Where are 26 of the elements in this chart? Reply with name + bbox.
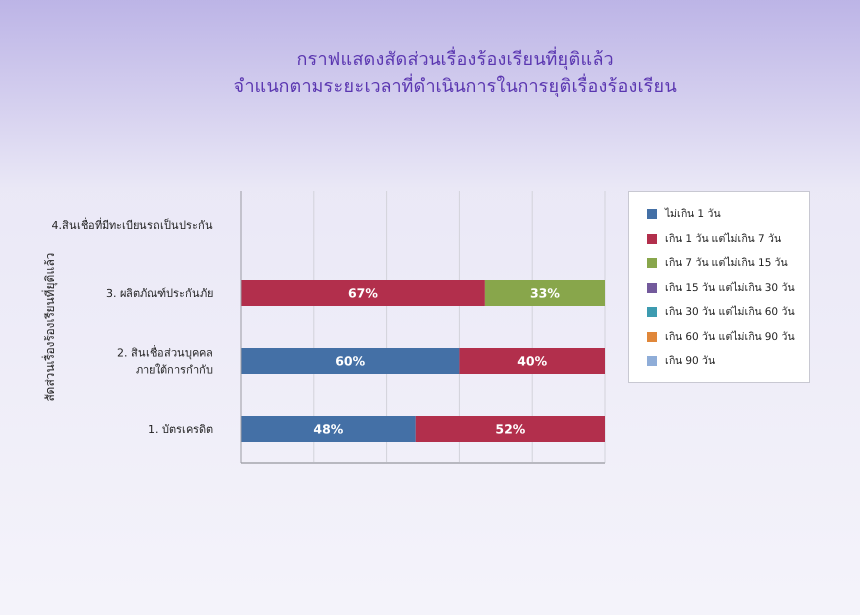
bar (241, 280, 485, 306)
bar (241, 416, 416, 442)
data-label: 33% (530, 285, 560, 300)
y-tick-label: 2. สินเชื่อส่วนบุคคล ภายใต้การกำกับ (117, 344, 213, 376)
y-axis-title: สัดส่วนเรื่องร้องเรียนที่ยุติแล้ว (41, 252, 58, 402)
legend-label: เกิน 15 วัน แต่ไม่เกิน 30 วัน (665, 282, 794, 294)
legend-label: เกิน 1 วัน แต่ไม่เกิน 7 วัน (665, 232, 782, 244)
data-label: 67% (348, 285, 378, 300)
y-tick-label: 3. ผลิตภัณฑ์ประกันภัย (106, 286, 213, 300)
data-label: 40% (517, 353, 548, 368)
legend-label: เกิน 90 วัน (665, 355, 716, 367)
data-label: 48% (313, 421, 344, 436)
legend-label: เกิน 60 วัน แต่ไม่เกิน 90 วัน (665, 330, 794, 342)
legend-label: เกิน 30 วัน แต่ไม่เกิน 60 วัน (665, 306, 794, 318)
legend-label: เกิน 7 วัน แต่ไม่เกิน 15 วัน (665, 257, 788, 269)
data-label: 52% (495, 421, 526, 436)
chart-title: กราฟแสดงสัดส่วนเรื่องร้องเรียนที่ยุติแล้ว (296, 46, 614, 72)
bar (459, 348, 605, 374)
data-label: 60% (335, 353, 366, 368)
bar (416, 416, 605, 442)
bar (241, 348, 460, 374)
legend-label: ไม่เกิน 1 วัน (665, 208, 720, 220)
y-tick-label: 4.สินเชื่อที่มีทะเบียนรถเป็นประกัน (52, 216, 213, 232)
bar (484, 280, 605, 306)
y-tick-label: 1. บัตรเครดิต (148, 422, 213, 436)
chart-subtitle: จำแนกตามระยะเวลาที่ดำเนินการในการยุติเรื่องร้องเรียน (232, 73, 678, 99)
